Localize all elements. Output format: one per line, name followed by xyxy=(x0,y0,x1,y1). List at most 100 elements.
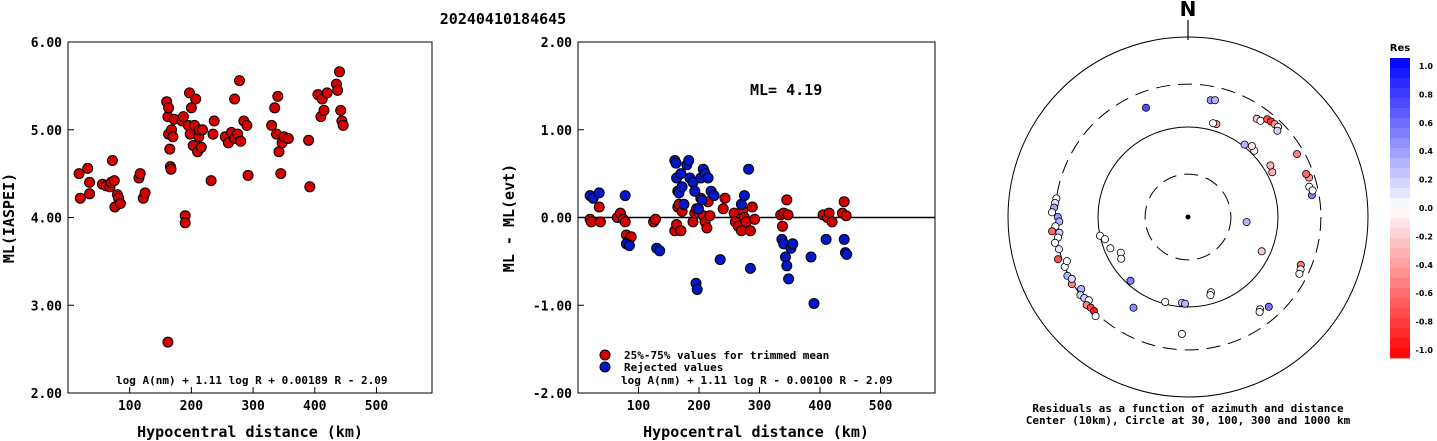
residual-colorbar: Res 1.0 0.8 0.6 0.4 0.2 0.0 -0.2 -0.4 -0.6 -0.8 -1… xyxy=(1390,43,1434,359)
rejected-point xyxy=(702,172,714,184)
trimmed-point xyxy=(675,225,687,237)
rejected-point xyxy=(781,260,793,272)
y-tick-label: 4.00 xyxy=(31,212,62,227)
data-point xyxy=(106,155,118,166)
data-point xyxy=(82,162,94,174)
data-point xyxy=(318,104,330,116)
colorbar-label: -0.2 xyxy=(1416,232,1434,241)
y-axis-label: ML(IASPEI) xyxy=(0,173,18,263)
station-point xyxy=(1091,312,1100,321)
station-point xyxy=(1142,103,1151,112)
colorbar-cell xyxy=(1390,168,1410,179)
data-point xyxy=(190,93,202,105)
data-point xyxy=(282,133,294,144)
rejected-point xyxy=(670,157,682,169)
rejected-point xyxy=(714,254,726,266)
ring-1000km xyxy=(1007,36,1369,398)
data-point xyxy=(234,75,245,87)
x-axis-label: Hypocentral distance (km) xyxy=(137,423,363,441)
station-point xyxy=(1257,247,1266,256)
data-point xyxy=(275,168,287,180)
rejected-point xyxy=(743,163,755,175)
legend-label-trimmed: 25%-75% values for trimmed mean xyxy=(624,349,829,362)
data-point xyxy=(84,188,96,200)
rejected-point xyxy=(623,240,635,252)
data-point xyxy=(304,181,316,193)
station-point xyxy=(1264,302,1273,311)
data-point xyxy=(334,66,345,78)
data-point xyxy=(139,187,151,199)
station-point xyxy=(1177,329,1186,338)
axis-ticks: 100 200 300 400 500 2.00 3.00 4.00 5.00 6.00 xyxy=(31,36,389,414)
colorbar-label: -1.0 xyxy=(1416,346,1434,355)
data-point xyxy=(73,168,85,180)
trimmed-point xyxy=(746,201,758,213)
colorbar-cell xyxy=(1390,98,1410,109)
ring-100km xyxy=(1097,126,1279,308)
legend-label-rejected: Rejected values xyxy=(624,361,723,374)
station-point xyxy=(1295,269,1304,278)
y-tick-label: -2.00 xyxy=(533,387,572,402)
colorbar-cell xyxy=(1390,328,1410,339)
trimmed-point xyxy=(717,203,729,215)
panel-azimuth-residuals: N Residuals as a function of azimuth and… xyxy=(1007,0,1369,427)
data-point xyxy=(269,102,281,114)
formula-text: log A(nm) + 1.11 log R + 0.00189 R - 2.0… xyxy=(116,374,388,387)
data-point xyxy=(164,143,176,155)
x-tick-label: 500 xyxy=(365,399,389,414)
station-point xyxy=(1101,235,1110,244)
rejected-point xyxy=(654,245,666,257)
station-point xyxy=(1308,186,1317,195)
station-point xyxy=(1067,274,1076,283)
trimmed-point xyxy=(701,222,713,234)
trimmed-point xyxy=(749,213,761,225)
colorbar-cell xyxy=(1390,258,1410,269)
colorbar-cell xyxy=(1390,238,1410,249)
colorbar-label: -0.4 xyxy=(1416,261,1434,270)
station-point xyxy=(1129,303,1138,312)
data-point xyxy=(235,135,247,147)
data-point xyxy=(321,87,333,99)
rejected-point xyxy=(820,233,832,245)
colorbar-cell xyxy=(1390,248,1410,259)
colorbar-cell xyxy=(1390,88,1410,99)
rejected-point xyxy=(744,262,756,274)
station-point xyxy=(1266,161,1275,170)
data-point xyxy=(303,134,315,146)
rejected-point xyxy=(738,190,750,202)
rejected-point xyxy=(675,168,687,180)
station-point xyxy=(1161,297,1170,306)
station-point xyxy=(1242,218,1251,227)
data-point xyxy=(266,119,278,131)
data-point xyxy=(179,217,191,229)
colorbar-label: 0.0 xyxy=(1419,204,1434,213)
x-tick-label: 200 xyxy=(687,399,711,414)
colorbar-cell xyxy=(1390,188,1410,199)
data-point xyxy=(197,124,208,136)
colorbar-cell xyxy=(1390,198,1410,209)
rejected-point xyxy=(619,190,631,202)
colorbar-cell xyxy=(1390,338,1410,349)
x-tick-label: 400 xyxy=(808,399,832,414)
caption-line-1: Residuals as a function of azimuth and d… xyxy=(1032,402,1344,415)
colorbar-cell xyxy=(1390,308,1410,319)
colorbar-label: -0.8 xyxy=(1416,318,1434,327)
x-tick-label: 100 xyxy=(118,399,142,414)
y-axis-label: ML - ML(evt) xyxy=(500,164,518,272)
station-point xyxy=(1106,244,1115,253)
rejected-point xyxy=(783,273,795,285)
station-point xyxy=(1247,142,1256,151)
data-point xyxy=(335,104,347,116)
trimmed-point xyxy=(781,194,793,206)
x-tick-label: 500 xyxy=(869,399,893,414)
y-tick-label: 2.00 xyxy=(541,36,572,51)
colorbar-cells xyxy=(1390,58,1410,359)
colorbar-cell xyxy=(1390,298,1410,309)
station-point xyxy=(1209,119,1218,128)
station-point xyxy=(1302,169,1311,178)
colorbar-cell xyxy=(1390,148,1410,159)
station-point xyxy=(1211,96,1220,105)
colorbar-cell xyxy=(1390,108,1410,119)
data-point xyxy=(177,111,189,123)
x-tick-label: 300 xyxy=(241,399,265,414)
